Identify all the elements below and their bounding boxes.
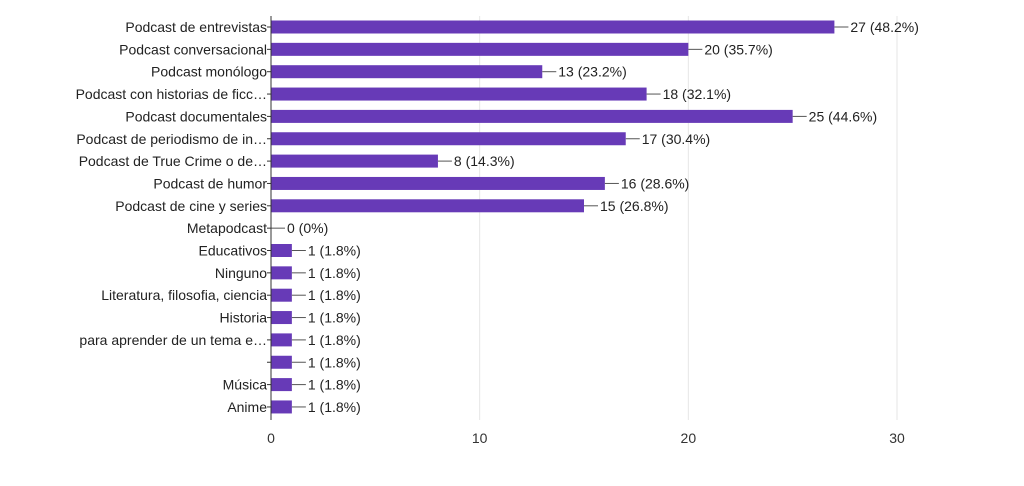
grid-lines xyxy=(479,16,898,420)
bar[interactable] xyxy=(271,65,543,79)
data-label: 13 (23.2%) xyxy=(558,64,626,80)
bar[interactable] xyxy=(271,400,292,414)
category-label: Podcast conversacional xyxy=(119,41,267,57)
bar[interactable] xyxy=(271,266,292,280)
bar[interactable] xyxy=(271,311,292,325)
data-label: 1 (1.8%) xyxy=(308,265,361,281)
category-label: Metapodcast xyxy=(187,220,267,236)
data-label: 17 (30.4%) xyxy=(642,131,710,147)
data-label: 18 (32.1%) xyxy=(663,86,731,102)
bar[interactable] xyxy=(271,199,584,213)
category-label: Podcast de periodismo de in… xyxy=(76,131,267,147)
bar[interactable] xyxy=(271,109,793,123)
data-label: 1 (1.8%) xyxy=(308,377,361,393)
category-label: Historia xyxy=(220,310,268,326)
data-label: 16 (28.6%) xyxy=(621,175,689,191)
data-label: 1 (1.8%) xyxy=(308,310,361,326)
labels: 0 10 20 30 Podcast de entrevistas 27 (48.2%) P… xyxy=(76,19,919,446)
data-label: 0 (0%) xyxy=(287,220,328,236)
category-label: para aprender de un tema e… xyxy=(79,332,267,348)
data-label: 25 (44.6%) xyxy=(809,108,877,124)
axes xyxy=(267,16,272,420)
category-label: Podcast de humor xyxy=(153,175,267,191)
data-label: 1 (1.8%) xyxy=(308,243,361,259)
data-label: 15 (26.8%) xyxy=(600,198,668,214)
x-tick-label: 0 xyxy=(267,430,275,446)
x-tick-label: 30 xyxy=(889,430,905,446)
category-label: Ninguno xyxy=(215,265,267,281)
bar[interactable] xyxy=(271,154,438,168)
data-label: 27 (48.2%) xyxy=(850,19,918,35)
data-label: 1 (1.8%) xyxy=(308,332,361,348)
data-label: 1 (1.8%) xyxy=(308,287,361,303)
category-label: Música xyxy=(223,377,268,393)
bar[interactable] xyxy=(271,244,292,257)
data-label: 8 (14.3%) xyxy=(454,153,515,169)
bar[interactable] xyxy=(271,288,292,302)
bar[interactable] xyxy=(271,378,292,392)
bar[interactable] xyxy=(271,42,689,56)
bar[interactable] xyxy=(271,20,835,34)
category-label: Podcast de cine y series xyxy=(115,198,267,214)
category-label: Podcast documentales xyxy=(125,108,267,124)
category-label: Educativos xyxy=(199,243,267,259)
bar[interactable] xyxy=(271,176,605,190)
category-label: Literatura, filosofia, ciencia xyxy=(101,287,267,303)
data-label: 1 (1.8%) xyxy=(308,354,361,370)
bar[interactable] xyxy=(271,132,626,146)
bar[interactable] xyxy=(271,355,292,369)
category-label: Anime xyxy=(227,399,267,415)
bars xyxy=(271,20,849,414)
category-label: Podcast monólogo xyxy=(151,64,267,80)
bar[interactable] xyxy=(271,87,647,101)
bar[interactable] xyxy=(271,333,292,347)
x-tick-label: 10 xyxy=(472,430,488,446)
x-tick-label: 20 xyxy=(681,430,697,446)
category-label: Podcast de entrevistas xyxy=(125,19,267,35)
data-label: 20 (35.7%) xyxy=(704,41,772,57)
category-label: Podcast de True Crime o de… xyxy=(79,153,267,169)
data-label: 1 (1.8%) xyxy=(308,399,361,415)
category-label: Podcast con historias de ficc… xyxy=(76,86,267,102)
